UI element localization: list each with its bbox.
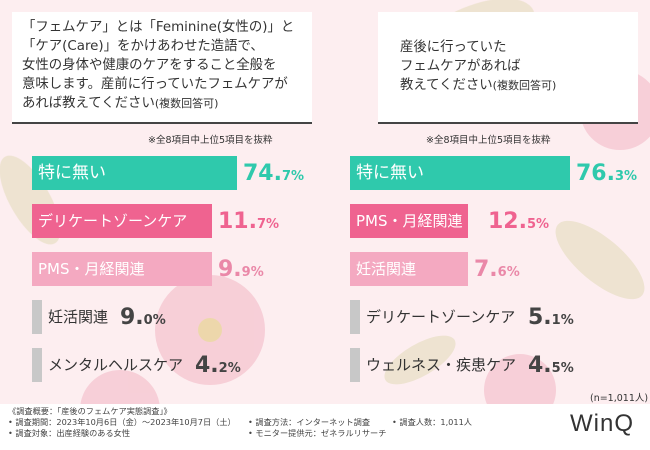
category-label: メンタルヘルスケア xyxy=(48,356,184,374)
value-label: 11.7% xyxy=(218,204,279,238)
left-question-line-4: 意味します。産前に行っていたフェムケアが xyxy=(22,77,288,92)
value-label-int: 9. xyxy=(218,257,242,282)
right-question-line-3: 教えてください(複数回答可) xyxy=(400,76,628,95)
right-question-line-1: 産後に行っていた xyxy=(400,40,507,55)
value-label: 4.2% xyxy=(195,348,241,382)
survey-target: • 調査対象：出産経験のある女性 xyxy=(8,428,131,438)
left-question-line-2: 「ケア(Care)」をかけあわせた造語で、 xyxy=(22,39,264,54)
value-label-int: 12. xyxy=(488,209,527,234)
bar-right-2 xyxy=(350,204,468,238)
bar-right-4 xyxy=(350,300,360,334)
value-label-int: 4. xyxy=(528,353,552,378)
value-label: 9.0% xyxy=(120,300,166,334)
value-label-int: 76. xyxy=(576,161,615,186)
survey-overview-heading: 《調査概要：「産後のフェムケア実態調査」》 xyxy=(8,406,172,416)
bar-left-4 xyxy=(32,300,42,334)
value-label: 12.5% xyxy=(488,204,549,238)
category-label: デリケートゾーンケア xyxy=(366,308,516,326)
value-label-int: 4. xyxy=(195,353,219,378)
left-question-line-3: 女性の身体や健康のケアをすること全般を xyxy=(22,58,277,73)
survey-period: • 調査期間：2023年10月6日（金）～2023年10月7日（土） xyxy=(8,417,236,427)
right-note: ※全8項目中上位5項目を抜粋 xyxy=(426,135,551,146)
value-label: 74.7% xyxy=(243,156,304,190)
survey-method: • 調査方法：インターネット調査 xyxy=(248,417,371,427)
value-label-dec: 7% xyxy=(256,217,280,232)
survey-provider: • モニター提供元：ゼネラルリサーチ xyxy=(248,428,387,438)
left-question-line-1: 「フェムケア」とは「Feminine(女性の)」と xyxy=(22,20,295,35)
value-label-dec: 9% xyxy=(241,265,264,280)
bar-right-1 xyxy=(350,156,570,190)
value-label-dec: 2% xyxy=(218,361,241,376)
bar-right-5 xyxy=(350,348,360,382)
category-label: 妊活関連 xyxy=(356,260,417,278)
footer: 《調査概要：「産後のフェムケア実態調査」》 • 調査期間：2023年10月6日（… xyxy=(0,404,650,450)
bar-left-3 xyxy=(32,252,212,286)
value-label-dec: 3% xyxy=(614,169,638,184)
value-label: 5.1% xyxy=(528,300,574,334)
category-label: 妊活関連 xyxy=(48,308,109,326)
category-label: 特に無い xyxy=(356,163,424,183)
value-label-int: 9. xyxy=(120,305,144,330)
value-label-int: 5. xyxy=(528,305,552,330)
left-question-box: 「フェムケア」とは「Feminine(女性の)」と 「ケア(Care)」をかけあ… xyxy=(12,12,312,124)
value-label-dec: 6% xyxy=(497,265,520,280)
value-label-dec: 1% xyxy=(551,313,574,328)
value-label-dec: 0% xyxy=(143,313,166,328)
value-label: 76.3% xyxy=(576,156,637,190)
bar-right-3 xyxy=(350,252,468,286)
left-question-line-5: あれば教えてください(複数回答可) xyxy=(22,94,302,113)
category-label: ウェルネス・疾患ケア xyxy=(366,356,517,374)
value-label: 9.9% xyxy=(218,252,264,286)
value-label: 7.6% xyxy=(474,252,520,286)
left-question-last: あれば教えてください xyxy=(22,96,155,111)
right-question-suffix: (複数回答可) xyxy=(492,79,557,92)
category-label: デリケートゾーンケア xyxy=(38,212,188,230)
right-question-box: 産後に行っていた フェムケアがあれば 教えてください(複数回答可) xyxy=(378,12,638,124)
value-label: 4.5% xyxy=(528,348,574,382)
bar-left-5 xyxy=(32,348,42,382)
bar-left-1 xyxy=(32,156,237,190)
bar-left-2 xyxy=(32,204,212,238)
value-label-int: 7. xyxy=(474,257,498,282)
survey-count: • 調査人数：1,011人 xyxy=(392,417,472,427)
category-label: PMS・月経関連 xyxy=(38,260,145,278)
right-question-last: 教えてください xyxy=(400,78,493,93)
value-label-dec: 7% xyxy=(281,169,305,184)
value-label-int: 74. xyxy=(243,161,282,186)
sample-size-label: (n=1,011人) xyxy=(590,393,649,404)
left-question-suffix: (複数回答可) xyxy=(154,97,219,110)
value-label-dec: 5% xyxy=(551,361,574,376)
right-question-line-2: フェムケアがあれば xyxy=(400,59,521,74)
value-label-dec: 5% xyxy=(526,217,550,232)
category-label: PMS・月経関連 xyxy=(356,212,463,230)
value-label-int: 11. xyxy=(218,209,257,234)
winq-logo: WinQ xyxy=(570,410,634,437)
category-label: 特に無い xyxy=(38,163,106,183)
left-note: ※全8項目中上位5項目を抜粋 xyxy=(148,135,273,146)
